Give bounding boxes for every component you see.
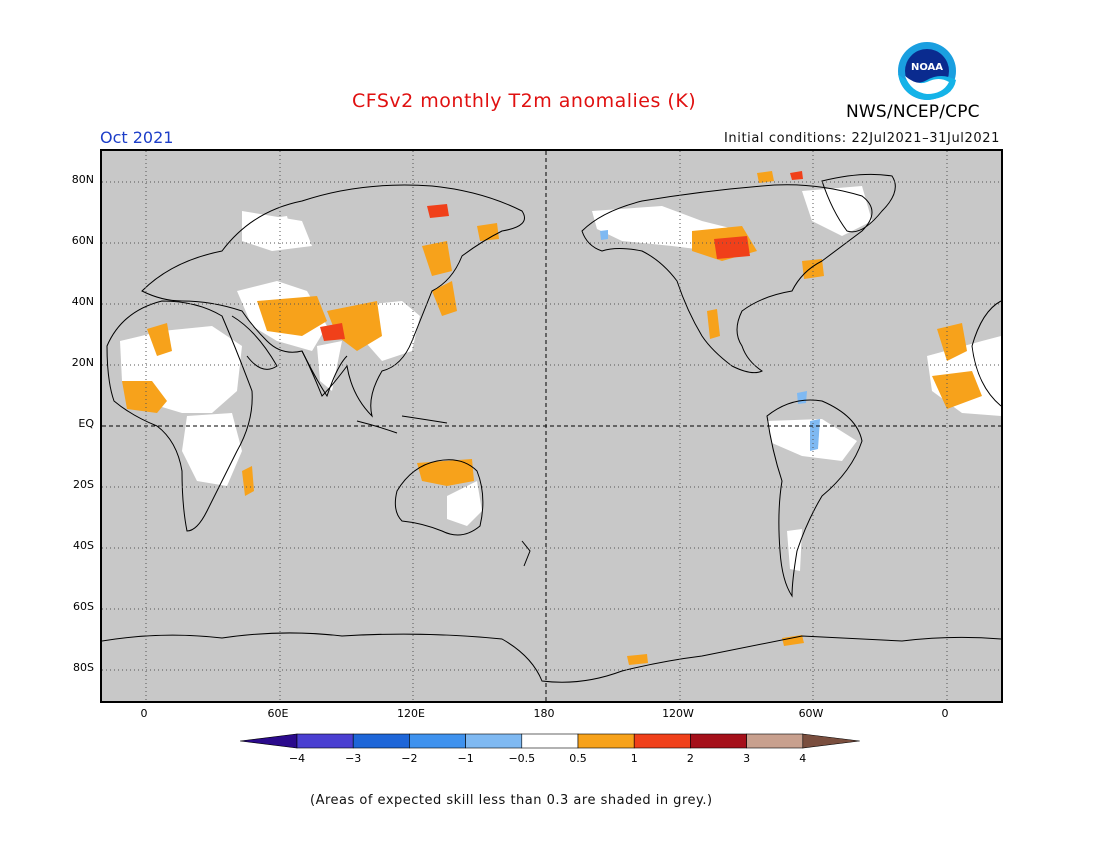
lat-label-40s: 40S: [73, 539, 94, 552]
initial-conditions: Initial conditions: 22Jul2021–31Jul2021: [723, 131, 1000, 146]
colorbar: [239, 732, 862, 754]
colorbar-right-arrow: [802, 733, 860, 749]
lon-label-180: 180: [533, 707, 555, 720]
colorbar-tick-label: −3: [345, 752, 362, 765]
lat-label-eq: EQ: [78, 417, 94, 430]
lon-label-120w: 120W: [662, 707, 694, 720]
lat-label-80n: 80N: [71, 173, 94, 186]
lon-label-120e: 120E: [397, 707, 425, 720]
hot-anomaly-areas: [320, 171, 803, 341]
coastlines: [102, 173, 1001, 683]
lat-label-20n: 20N: [71, 356, 94, 369]
map-title: CFSv2 monthly T2m anomalies (K): [352, 90, 697, 112]
colorbar-tick-label: 2: [686, 752, 694, 765]
lat-label-60s: 60S: [73, 600, 94, 613]
lon-label-60w: 60W: [798, 707, 824, 720]
noaa-logo: NOAA: [895, 40, 959, 106]
noaa-logo-text: NOAA: [911, 62, 943, 73]
colorbar-tick-label: −1: [457, 752, 474, 765]
agency-label: NWS/NCEP/CPC: [846, 102, 980, 122]
colorbar-tick-label: 3: [743, 752, 751, 765]
colorbar-tick-label: 4: [799, 752, 807, 765]
colorbar-box: [633, 733, 691, 749]
colorbar-tick-label: −4: [288, 752, 306, 765]
map-panel: [100, 149, 1003, 703]
colorbar-tick-label: −2: [401, 752, 418, 765]
lat-label-80s: 80S: [73, 661, 94, 674]
valid-month: Oct 2021: [100, 128, 174, 147]
lat-label-20s: 20S: [73, 478, 94, 491]
lat-label-40n: 40N: [71, 295, 94, 308]
colorbar-box: [746, 733, 804, 749]
world-map: [102, 151, 1001, 701]
lat-label-60n: 60N: [71, 234, 94, 247]
colorbar-tick-label: −0.5: [508, 752, 536, 765]
colorbar-tick-label: 0.5: [569, 752, 587, 765]
skill-footnote: (Areas of expected skill less than 0.3 a…: [310, 793, 713, 808]
lon-label-0-right: 0: [941, 707, 949, 720]
colorbar-box: [296, 733, 354, 749]
colorbar-box: [521, 733, 579, 749]
colorbar-box: [465, 733, 523, 749]
colorbar-box: [690, 733, 747, 749]
colorbar-box: [577, 733, 635, 749]
colorbar-box: [352, 733, 410, 749]
colorbar-svg: [239, 733, 860, 749]
colorbar-tick-label: 1: [630, 752, 638, 765]
lon-label-60e: 60E: [267, 707, 289, 720]
lon-label-0-left: 0: [140, 707, 148, 720]
colorbar-left-arrow: [239, 733, 298, 749]
colorbar-box: [409, 733, 466, 749]
equator-dateline: [102, 151, 1001, 701]
